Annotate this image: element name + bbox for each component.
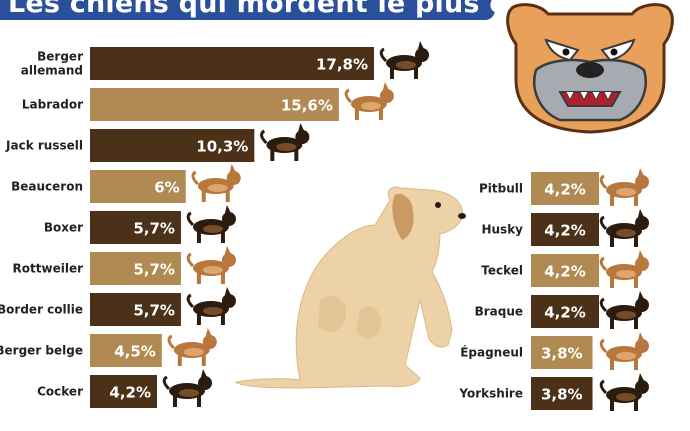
dog-icon-yorkshire bbox=[599, 373, 649, 411]
category-label-jack-russell: Jack russell bbox=[5, 139, 83, 153]
category-label-line: Boxer bbox=[44, 221, 83, 235]
value-label-yorkshire: 3,8% bbox=[541, 386, 583, 404]
category-label-epagneul: Épagneul bbox=[460, 345, 523, 360]
value-label-labrador: 15,6% bbox=[281, 97, 333, 115]
bar-rottweiler bbox=[90, 252, 181, 285]
category-label-teckel: Teckel bbox=[481, 264, 523, 278]
category-label-cocker: Cocker bbox=[37, 385, 83, 399]
category-label-boxer: Boxer bbox=[44, 221, 83, 235]
category-label-line: Berger bbox=[37, 50, 83, 64]
bar-teckel bbox=[531, 254, 599, 287]
bar-labrador bbox=[90, 88, 339, 121]
dog-icon-pitbull bbox=[599, 168, 649, 206]
value-label-rottweiler: 5,7% bbox=[133, 261, 175, 279]
bar-berger-allemand bbox=[90, 47, 374, 80]
value-label-cocker: 4,2% bbox=[109, 384, 151, 402]
value-label-epagneul: 3,8% bbox=[541, 345, 583, 363]
dog-icon-cocker bbox=[162, 369, 213, 407]
category-label-berger-allemand: Berger allemand bbox=[21, 50, 83, 78]
bar-cocker bbox=[90, 375, 158, 408]
sitting-dog-illustration bbox=[234, 186, 466, 389]
category-label-yorkshire: Yorkshire bbox=[458, 387, 523, 401]
bar-border-collie bbox=[90, 293, 181, 326]
dog-icon-jack-russell bbox=[260, 123, 310, 161]
category-label-labrador: Labrador bbox=[22, 98, 83, 112]
category-label-line: allemand bbox=[21, 64, 83, 78]
category-label-line: Berger belge bbox=[0, 344, 83, 358]
category-label-braque: Braque bbox=[475, 305, 523, 319]
value-label-pitbull: 4,2% bbox=[544, 181, 586, 199]
right-bar-group: 4,2% Pitbull 4,2% Husky 4,2% Teckel 4,2% Braque… bbox=[458, 168, 649, 411]
value-label-berger-belge: 4,5% bbox=[114, 343, 156, 361]
bar-berger-belge bbox=[90, 334, 162, 367]
category-label-border-collie: Border collie bbox=[0, 303, 83, 317]
dog-icon-epagneul bbox=[599, 332, 649, 370]
value-label-jack-russell: 10,3% bbox=[196, 138, 248, 156]
dog-icon-beauceron bbox=[191, 164, 241, 202]
bar-epagneul bbox=[531, 336, 593, 369]
bulldog-mascot-icon bbox=[506, 3, 674, 134]
value-label-husky: 4,2% bbox=[544, 222, 586, 240]
category-label-line: Border collie bbox=[0, 303, 83, 317]
title-band bbox=[0, 0, 495, 20]
dog-icon-border-collie bbox=[186, 287, 236, 325]
value-label-boxer: 5,7% bbox=[133, 220, 175, 238]
category-label-line: Cocker bbox=[37, 385, 83, 399]
category-label-line: Rottweiler bbox=[13, 262, 84, 276]
category-label-berger-belge: Berger belge bbox=[0, 344, 83, 358]
value-label-teckel: 4,2% bbox=[544, 263, 586, 281]
value-label-berger-allemand: 17,8% bbox=[316, 56, 368, 74]
bar-pitbull bbox=[531, 172, 599, 205]
chart-title: Les chiens qui mordent le plus en France bbox=[8, 0, 640, 19]
bar-jack-russell bbox=[90, 129, 255, 162]
dog-icon-berger-allemand bbox=[379, 41, 429, 79]
dog-icon-teckel bbox=[599, 250, 649, 288]
value-label-beauceron: 6% bbox=[154, 179, 179, 197]
value-label-border-collie: 5,7% bbox=[133, 302, 175, 320]
bar-yorkshire bbox=[531, 377, 593, 410]
category-label-pitbull: Pitbull bbox=[479, 182, 523, 196]
bar-beauceron bbox=[90, 170, 186, 203]
category-label-husky: Husky bbox=[481, 223, 523, 237]
dog-icon-boxer bbox=[186, 205, 236, 243]
category-label-line: Jack russell bbox=[5, 139, 83, 153]
value-label-braque: 4,2% bbox=[544, 304, 586, 322]
dog-icon-berger-belge bbox=[167, 328, 217, 366]
left-bar-group: 17,8% Berger allemand 15,6% Labrador 10,3% Jac… bbox=[0, 41, 429, 408]
category-label-line: Labrador bbox=[22, 98, 83, 112]
bar-husky bbox=[531, 213, 599, 246]
bar-braque bbox=[531, 295, 599, 328]
category-label-rottweiler: Rottweiler bbox=[13, 262, 84, 276]
bar-boxer bbox=[90, 211, 181, 244]
dog-icon-braque bbox=[599, 291, 649, 329]
dog-icon-husky bbox=[599, 209, 649, 247]
category-label-line: Beauceron bbox=[11, 180, 83, 194]
category-label-beauceron: Beauceron bbox=[11, 180, 83, 194]
dog-icon-labrador bbox=[344, 82, 394, 120]
dog-icon-rottweiler bbox=[186, 246, 236, 284]
